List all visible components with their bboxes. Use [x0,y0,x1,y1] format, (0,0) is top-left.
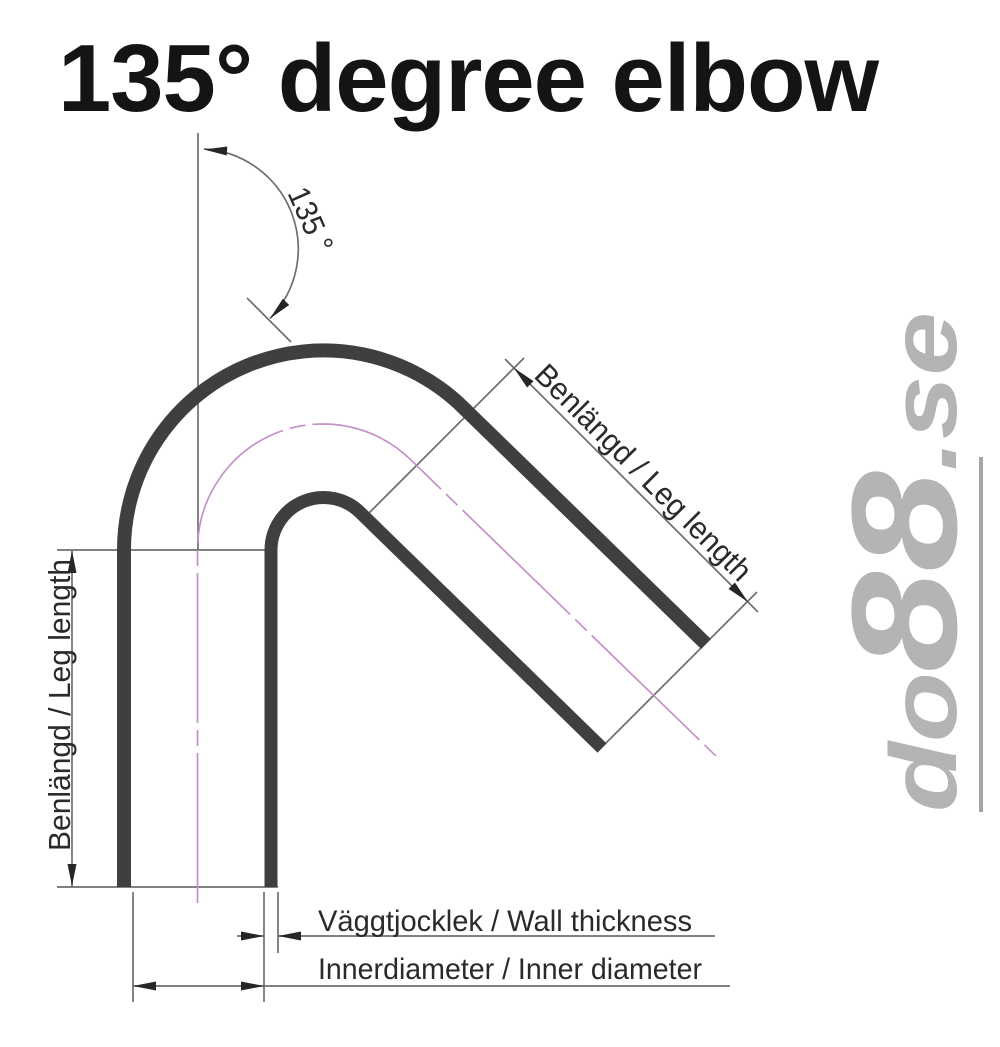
leg-length-diagonal-start-arrow [514,368,534,388]
page-title: 135° degree elbow [58,25,879,132]
inner-diameter-left-arrow [133,981,156,991]
wall-thickness-label: Väggtjocklek / Wall thickness [318,905,692,938]
watermark: do88.se [820,312,988,812]
dimension-arrows [67,146,748,991]
angle-arc-top-arrow [204,146,228,156]
watermark-number: 88 [820,470,988,672]
pipe-inner-wall [264,491,607,887]
watermark-prefix: do [871,672,977,812]
pipe-end-face-line-diagonal [596,591,758,753]
pipe-centerline [196,423,719,903]
wall-thickness-left-arrow [241,931,264,941]
leg-length-left-bottom-arrow [67,864,77,886]
watermark-suffix: .se [871,312,977,471]
leg-length-dimension-line-diagonal [504,358,759,613]
angle-value-label: 135 ° [281,182,341,258]
wall-thickness-right-arrow [278,931,301,941]
inner-diameter-label: Innerdiameter / Inner diameter [318,953,702,986]
dimension-lines [57,133,759,1002]
labels: 135° degree elbow 135 ° Benlängd / Leg l… [42,25,880,986]
leg-start-extension-line-diagonal [367,357,525,515]
pipe-outer-wall [117,343,711,887]
inner-diameter-right-arrow [241,981,264,991]
centerlines [196,423,719,903]
pipe [117,343,711,887]
angle-arc-bottom-arrow [270,298,290,319]
leg-length-left-top-arrow [67,551,77,573]
leg-length-diagonal-end-arrow [728,582,748,602]
leg-length-label-diagonal: Benlängd / Leg length [528,357,759,588]
watermark-logo-text: do88.se [820,312,988,812]
angle-extension-diagonal-stub [246,297,292,343]
angle-dimension-arc [203,148,300,320]
leg-length-label-left: Benlängd / Leg length [42,559,77,851]
